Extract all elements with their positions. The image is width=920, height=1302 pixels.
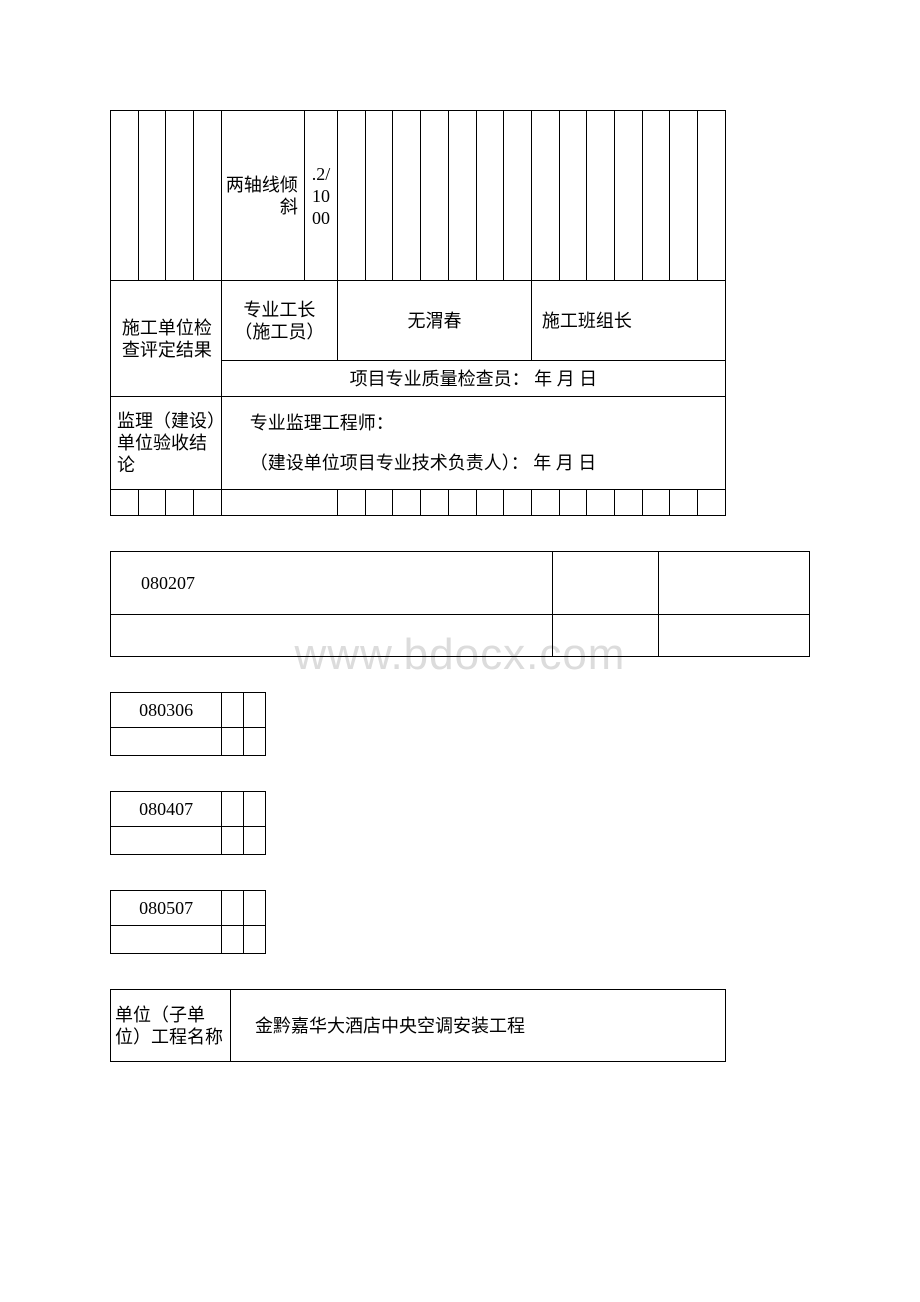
cell-blank <box>338 490 366 516</box>
cell-blank <box>698 490 726 516</box>
cell-blank <box>194 490 222 516</box>
cell-blank <box>476 490 504 516</box>
cell-blank <box>166 490 194 516</box>
cell-blank <box>338 111 366 281</box>
cell-blank <box>448 111 476 281</box>
cell-blank <box>659 552 810 615</box>
supervision-line1: 专业监理工程师： <box>250 403 721 443</box>
cell-blank <box>138 490 166 516</box>
code-cell: 080407 <box>111 792 222 827</box>
supervision-line2: （建设单位项目专业技术负责人）： 年 月 日 <box>250 443 721 483</box>
cell-blank <box>476 111 504 281</box>
axis-label-cell: 两轴线倾斜 <box>221 111 304 281</box>
code-table-080306: 080306 <box>110 692 266 756</box>
cell-blank <box>642 490 670 516</box>
cell-blank <box>393 111 421 281</box>
cell-blank <box>670 490 698 516</box>
cell-blank <box>559 111 587 281</box>
project-name-value: 金黔嘉华大酒店中央空调安装工程 <box>231 990 726 1062</box>
cell-blank <box>421 490 449 516</box>
cell-blank <box>244 926 266 954</box>
cell-blank <box>421 111 449 281</box>
cell-blank <box>222 728 244 756</box>
cell-blank <box>587 490 615 516</box>
cell-blank <box>587 111 615 281</box>
cell-blank <box>111 490 139 516</box>
code-table-080207: 080207 <box>110 551 810 657</box>
cell-blank <box>559 490 587 516</box>
inspection-table: 两轴线倾斜 .2/1000 施工单位检查评定结果 专业工长（施工员） 无渭春 施… <box>110 110 726 516</box>
cell-blank <box>552 615 658 657</box>
foreman-label: 专业工长（施工员） <box>221 281 337 361</box>
cell-blank <box>111 615 553 657</box>
cell-blank <box>642 111 670 281</box>
code-table-080407: 080407 <box>110 791 266 855</box>
cell-blank <box>138 111 166 281</box>
cell-blank <box>531 111 559 281</box>
cell-blank <box>448 490 476 516</box>
cell-blank <box>221 490 337 516</box>
cell-blank <box>222 693 244 728</box>
supervision-content: 专业监理工程师： （建设单位项目专业技术负责人）： 年 月 日 <box>221 397 725 490</box>
cell-blank <box>244 891 266 926</box>
cell-blank <box>111 111 139 281</box>
cell-blank <box>365 490 393 516</box>
cell-blank <box>222 792 244 827</box>
cell-blank <box>222 891 244 926</box>
cell-blank <box>194 111 222 281</box>
cell-blank <box>393 490 421 516</box>
cell-blank <box>531 490 559 516</box>
supervision-label: 监理（建设）单位验收结论 <box>111 397 222 490</box>
team-label: 施工班组长 <box>531 281 725 361</box>
cell-blank <box>365 111 393 281</box>
code-cell: 080507 <box>111 891 222 926</box>
cell-blank <box>670 111 698 281</box>
foreman-name: 无渭春 <box>338 281 532 361</box>
code-cell: 080207 <box>111 552 553 615</box>
cell-blank <box>222 926 244 954</box>
cell-blank <box>244 693 266 728</box>
cell-blank <box>244 792 266 827</box>
project-name-label: 单位（子单位）工程名称 <box>111 990 231 1062</box>
inspection-unit-label: 施工单位检查评定结果 <box>111 281 222 397</box>
code-cell: 080306 <box>111 693 222 728</box>
cell-blank <box>166 111 194 281</box>
cell-blank <box>552 552 658 615</box>
cell-blank <box>698 111 726 281</box>
cell-blank <box>111 827 222 855</box>
cell-blank <box>222 827 244 855</box>
axis-value-cell: .2/1000 <box>304 111 337 281</box>
cell-blank <box>504 111 532 281</box>
cell-blank <box>504 490 532 516</box>
cell-blank <box>244 827 266 855</box>
inspector-line: 项目专业质量检查员： 年 月 日 <box>221 361 725 397</box>
cell-blank <box>614 111 642 281</box>
cell-blank <box>111 728 222 756</box>
cell-blank <box>659 615 810 657</box>
cell-blank <box>244 728 266 756</box>
cell-blank <box>614 490 642 516</box>
code-table-080507: 080507 <box>110 890 266 954</box>
project-name-table: 单位（子单位）工程名称 金黔嘉华大酒店中央空调安装工程 <box>110 989 726 1062</box>
cell-blank <box>111 926 222 954</box>
